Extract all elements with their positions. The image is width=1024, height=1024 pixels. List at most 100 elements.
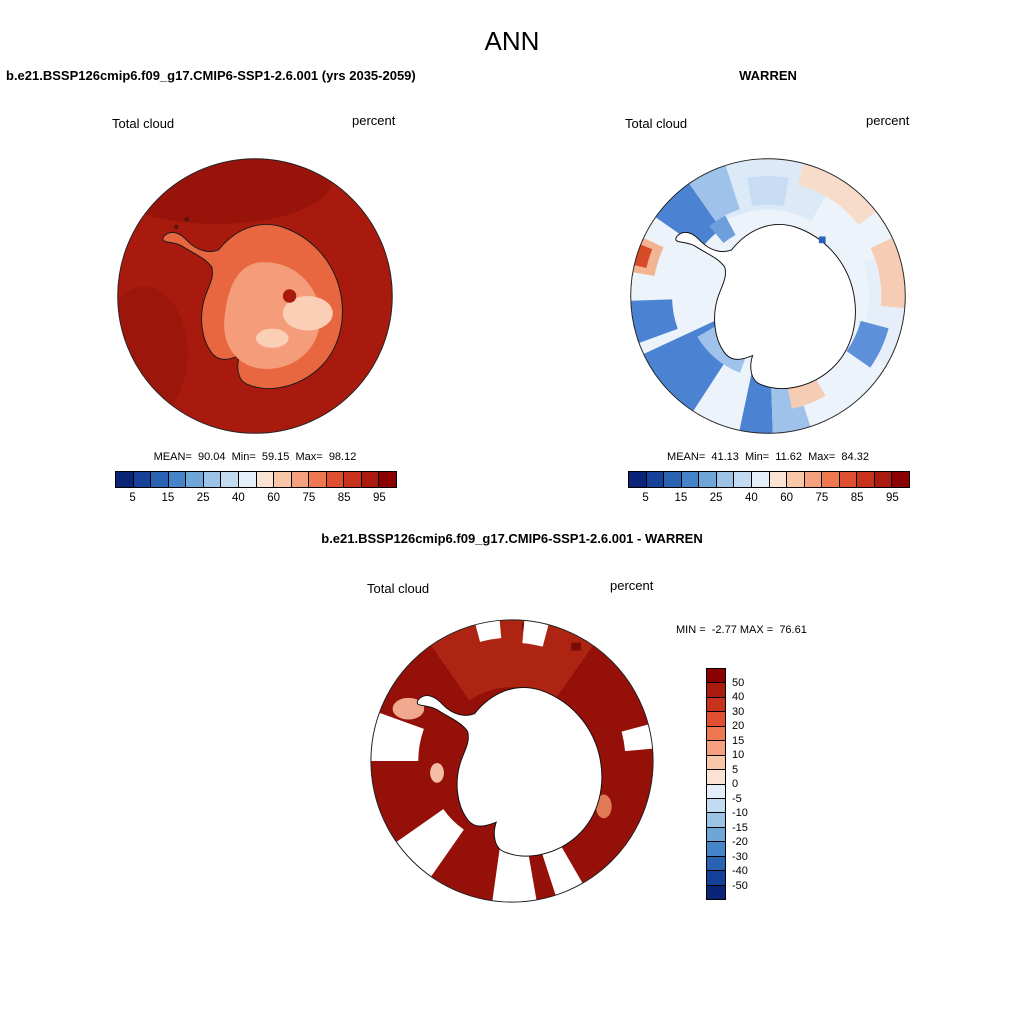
obs-panel-title: WARREN [739, 68, 797, 83]
colorbar-segment [186, 472, 204, 487]
colorbar-segment [716, 472, 735, 487]
salmon-band [797, 163, 877, 226]
colorbar-segment [707, 784, 725, 799]
diff-field-label: Total cloud [367, 581, 430, 596]
low-cloud-patch [282, 296, 333, 331]
colorbar-segment [133, 472, 152, 487]
colorbar-segment [707, 813, 725, 828]
salmon-band [870, 237, 906, 308]
colorbar-segment [699, 472, 717, 487]
colorbar-tick: 40 [744, 492, 758, 504]
blue-patch [709, 215, 736, 244]
colorbar-tick: 50 [732, 676, 745, 689]
model-map [117, 158, 393, 434]
colorbar-segment [822, 472, 840, 487]
colorbar-segment [707, 755, 725, 771]
colorbar-segment [707, 885, 725, 899]
colorbar-tick: 95 [372, 492, 386, 504]
colorbar-segment [274, 472, 292, 487]
colorbar-segment [707, 871, 725, 886]
colorbar-segment [839, 472, 858, 487]
obs-field-label: Total cloud [625, 116, 688, 131]
colorbar-segment [707, 712, 725, 727]
diff-stats: MIN = -2.77 MAX = 76.61 [676, 624, 807, 636]
colorbar-segment [707, 856, 725, 872]
colorbar-tick: 15 [674, 492, 688, 504]
obs-map [630, 158, 906, 434]
colorbar-segment [256, 472, 275, 487]
colorbar-segment [309, 472, 327, 487]
colorbar-segment [238, 472, 257, 487]
colorbar-segment [168, 472, 187, 487]
lighter-red-band [431, 619, 594, 701]
colorbar-segment [291, 472, 310, 487]
light-blue-patch [747, 176, 789, 207]
colorbar-tick: 30 [732, 705, 745, 718]
blue-wedge [846, 320, 889, 368]
map-boundary [117, 158, 393, 434]
colorbar-tick: 60 [780, 492, 794, 504]
colorbar-tick: 5 [732, 763, 739, 776]
colorbar-segment [664, 472, 682, 487]
colorbar-segment [707, 683, 725, 698]
model-colorbar [115, 471, 397, 488]
colorbar-segment [707, 827, 725, 843]
colorbar-tick: 95 [885, 492, 899, 504]
antarctica-interior-plateau [224, 262, 321, 369]
colorbar-segment [734, 472, 752, 487]
obs-colorbar-ticks: 5 15 25 40 60 75 85 95 [628, 492, 910, 506]
colorbar-tick: 20 [732, 720, 745, 732]
diff-colorbar [706, 668, 726, 900]
model-stats: MEAN= 90.04 Min= 59.15 Max= 98.12 [153, 451, 357, 463]
colorbar-segment [361, 472, 380, 487]
light-blue-wedge [689, 165, 740, 222]
colorbar-segment [326, 472, 345, 487]
missing-data-block [492, 848, 537, 903]
colorbar-tick: 75 [815, 492, 829, 504]
diff-units-label: percent [610, 578, 654, 593]
colorbar-segment [221, 472, 239, 487]
colorbar-tick: 60 [267, 492, 281, 504]
colorbar-segment [707, 842, 725, 857]
colorbar-tick: -50 [732, 879, 748, 892]
colorbar-tick: -15 [732, 821, 748, 834]
colorbar-segment [681, 472, 700, 487]
obs-colorbar [628, 471, 910, 488]
model-colorbar-wrap: 5 15 25 40 60 75 85 95 [115, 471, 397, 511]
colorbar-segment [707, 770, 725, 785]
colorbar-segment [787, 472, 805, 487]
salmon-patch [595, 794, 612, 819]
colorbar-tick: 10 [732, 749, 745, 761]
colorbar-tick: 40 [231, 492, 245, 504]
colorbar-segment [151, 472, 169, 487]
missing-data-block [541, 842, 583, 896]
antarctica-coastline [416, 686, 603, 857]
missing-data-block [621, 724, 653, 752]
salmon-patch [430, 762, 444, 783]
missing-data-block [475, 620, 502, 642]
colorbar-segment [707, 669, 725, 684]
dark-red-spot [571, 642, 582, 651]
colorbar-segment [203, 472, 222, 487]
missing-data-block [396, 809, 464, 877]
colorbar-segment [804, 472, 823, 487]
island-outline [174, 225, 179, 229]
colorbar-segment [707, 798, 725, 814]
colorbar-segment [707, 741, 725, 756]
map-boundary [630, 158, 906, 434]
colorbar-tick: 0 [732, 778, 739, 790]
model-field-label: Total cloud [112, 116, 175, 131]
colorbar-tick: -40 [732, 865, 748, 877]
light-blue-wedge [770, 378, 811, 434]
colorbar-segment [874, 472, 893, 487]
colorbar-segment [646, 472, 665, 487]
colorbar-tick: 5 [642, 492, 649, 504]
colorbar-tick: 40 [732, 691, 745, 703]
colorbar-segment [344, 472, 362, 487]
blue-wedge [630, 299, 678, 343]
missing-data-block [370, 712, 424, 761]
model-units-label: percent [352, 113, 396, 128]
obs-colorbar-wrap: 5 15 25 40 60 75 85 95 [628, 471, 910, 511]
colorbar-segment [116, 472, 134, 487]
colorbar-segment [379, 472, 396, 487]
